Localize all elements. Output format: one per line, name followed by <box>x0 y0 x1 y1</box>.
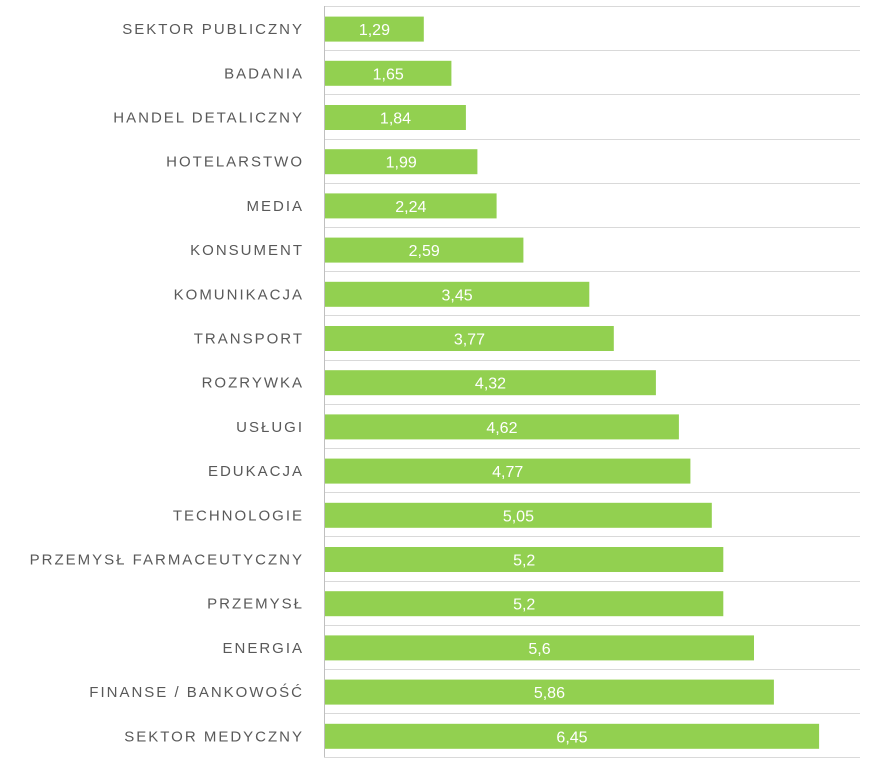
data-label: 4,32 <box>475 376 506 393</box>
category-label: MEDIA <box>246 198 304 215</box>
data-label: 2,24 <box>395 199 426 216</box>
category-label: PRZEMYSŁ FARMACEUTYCZNY <box>30 552 304 569</box>
category-label: KONSUMENT <box>190 242 304 259</box>
category-label: ENERGIA <box>222 640 304 657</box>
data-label: 3,77 <box>454 332 485 349</box>
category-label: BADANIA <box>224 65 304 82</box>
data-label: 5,2 <box>513 597 535 614</box>
bar <box>325 237 524 263</box>
data-label: 5,6 <box>528 641 550 658</box>
category-label: TRANSPORT <box>194 331 304 348</box>
data-label: 4,62 <box>486 420 517 437</box>
category-label: HANDEL DETALICZNY <box>113 110 304 127</box>
bar <box>325 370 656 396</box>
data-label: 5,86 <box>534 685 565 702</box>
bar <box>325 547 724 572</box>
category-label: USŁUGI <box>236 419 304 436</box>
data-label: 3,45 <box>442 287 473 304</box>
data-label: 6,45 <box>556 729 587 746</box>
category-label: EDUKACJA <box>208 463 304 480</box>
bar <box>325 326 614 351</box>
bar <box>325 414 679 440</box>
bar <box>325 105 466 130</box>
bar <box>325 458 691 484</box>
data-label: 1,99 <box>386 155 417 172</box>
bar <box>325 281 590 307</box>
category-label: FINANSE / BANKOWOŚĆ <box>89 683 304 701</box>
data-label: 1,29 <box>359 22 390 39</box>
bar <box>325 60 452 86</box>
category-label: PRZEMYSŁ <box>207 596 304 613</box>
data-label: 5,05 <box>503 508 534 525</box>
bar <box>325 723 820 749</box>
category-label: SEKTOR PUBLICZNY <box>122 21 304 38</box>
bar <box>325 635 754 661</box>
category-label: SEKTOR MEDYCZNY <box>124 728 304 745</box>
bar <box>325 193 497 219</box>
bar <box>325 591 724 617</box>
data-label: 2,59 <box>409 243 440 260</box>
data-label: 5,2 <box>513 553 535 570</box>
data-label: 4,77 <box>492 464 523 481</box>
category-label: ROZRYWKA <box>202 375 304 392</box>
bar <box>325 502 712 528</box>
bar <box>325 679 774 705</box>
bar <box>325 149 478 175</box>
data-label: 1,65 <box>373 66 404 83</box>
category-label: KOMUNIKACJA <box>174 286 304 303</box>
category-label: TECHNOLOGIE <box>173 507 304 524</box>
category-label: HOTELARSTWO <box>166 154 304 171</box>
bar <box>325 16 424 42</box>
data-label: 1,84 <box>380 111 411 128</box>
